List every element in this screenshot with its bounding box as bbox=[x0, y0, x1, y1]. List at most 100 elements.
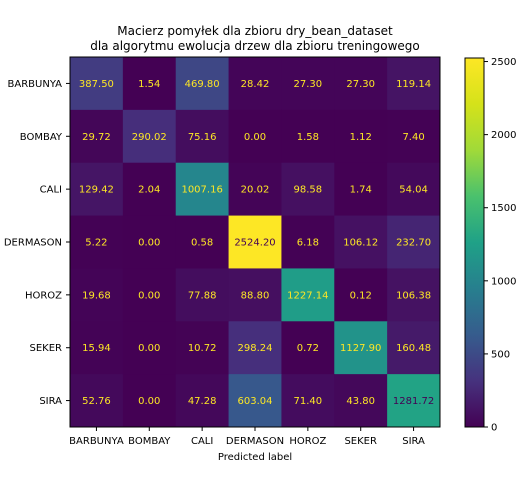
cell-value-label: 0.00 bbox=[138, 396, 160, 407]
heatmap-cell bbox=[175, 215, 230, 269]
colorbar-tick-label: 1500 bbox=[491, 203, 516, 214]
cell-value-label: 0.00 bbox=[138, 290, 160, 301]
heatmap-cell bbox=[334, 215, 388, 269]
cell-value-label: 106.38 bbox=[396, 290, 431, 301]
chart-title-line-1: Macierz pomyłek dla zbioru dry_bean_data… bbox=[117, 24, 393, 38]
cell-value-label: 1.54 bbox=[138, 79, 160, 90]
x-tick-label: SEKER bbox=[344, 436, 377, 447]
colorbar-tick-label: 2500 bbox=[491, 57, 516, 68]
heatmap-cell bbox=[122, 374, 177, 428]
cell-value-label: 6.18 bbox=[297, 238, 319, 249]
cell-value-label: 5.22 bbox=[85, 238, 107, 249]
cell-value-label: 27.30 bbox=[346, 79, 375, 90]
cell-value-label: 0.00 bbox=[138, 238, 160, 249]
heatmap-cell bbox=[387, 321, 441, 375]
cell-value-label: 119.14 bbox=[396, 79, 431, 90]
cell-value-label: 29.72 bbox=[82, 132, 111, 143]
cell-value-label: 1.58 bbox=[297, 132, 319, 143]
heatmap-cell bbox=[70, 109, 124, 164]
cell-value-label: 290.02 bbox=[132, 132, 167, 143]
heatmap-cell bbox=[70, 215, 124, 269]
heatmap-cell bbox=[122, 109, 177, 164]
heatmap-cell bbox=[122, 57, 177, 111]
heatmap-cell bbox=[281, 268, 335, 322]
heatmap-cell bbox=[387, 268, 441, 322]
cell-value-label: 52.76 bbox=[82, 396, 111, 407]
chart-title-line-2: dla algorytmu ewolucja drzew dla zbioru … bbox=[90, 39, 420, 53]
heatmap-cell bbox=[334, 57, 388, 111]
heatmap-cell bbox=[281, 109, 335, 164]
y-tick-label: BOMBAY bbox=[20, 132, 63, 143]
heatmap-cell bbox=[334, 109, 388, 164]
heatmap-cell bbox=[228, 321, 282, 375]
heatmap-cell bbox=[334, 321, 388, 375]
x-tick-label: BARBUNYA bbox=[69, 436, 124, 447]
cell-value-label: 43.80 bbox=[346, 396, 375, 407]
cell-value-label: 1227.14 bbox=[287, 290, 328, 301]
cell-value-label: 106.12 bbox=[343, 238, 378, 249]
cell-value-label: 0.12 bbox=[350, 290, 372, 301]
cell-value-label: 15.94 bbox=[82, 343, 111, 354]
colorbar-tick-label: 2000 bbox=[491, 130, 516, 141]
heatmap-cell bbox=[122, 268, 177, 322]
colorbar-ticks: 0 500 1000 1500 2000 2500 bbox=[484, 57, 516, 434]
heatmap-cell bbox=[70, 268, 124, 322]
cell-value-label: 2.04 bbox=[138, 185, 160, 196]
cell-value-label: 129.42 bbox=[79, 185, 114, 196]
heatmap-cell bbox=[387, 162, 441, 217]
heatmap-cell bbox=[281, 215, 335, 269]
heatmap-cell bbox=[387, 215, 441, 269]
cell-value-label: 10.72 bbox=[188, 343, 217, 354]
cell-value-label: 1.74 bbox=[350, 185, 372, 196]
cell-value-label: 19.68 bbox=[82, 290, 111, 301]
heatmap-cell bbox=[175, 268, 230, 322]
y-tick-label: HOROZ bbox=[25, 290, 62, 301]
x-tick-label: HOROZ bbox=[289, 436, 326, 447]
heatmap-cell bbox=[122, 162, 177, 217]
heatmap-cell bbox=[70, 162, 124, 217]
heatmap-cell bbox=[281, 321, 335, 375]
y-tick-label: BARBUNYA bbox=[8, 79, 63, 90]
cell-value-label: 298.24 bbox=[238, 343, 273, 354]
colorbar bbox=[464, 57, 485, 428]
heatmap-cell bbox=[228, 162, 282, 217]
heatmap-cell bbox=[334, 374, 388, 428]
heatmap-cell bbox=[122, 215, 177, 269]
heatmap-cell bbox=[70, 374, 124, 428]
cell-value-label: 77.88 bbox=[188, 290, 217, 301]
heatmap-cell bbox=[228, 109, 282, 164]
cell-value-label: 98.58 bbox=[294, 185, 323, 196]
cell-value-label: 7.40 bbox=[402, 132, 424, 143]
heatmap-cell bbox=[281, 162, 335, 217]
x-tick-label: DERMASON bbox=[226, 436, 284, 447]
heatmap-cell bbox=[334, 162, 388, 217]
cell-value-label: 75.16 bbox=[188, 132, 217, 143]
heatmap-cell bbox=[387, 109, 441, 164]
heatmap-cell bbox=[281, 57, 335, 111]
y-axis-ticks: BARBUNYA BOMBAY CALI DERMASON HOROZ SEKER SIRA bbox=[4, 79, 70, 407]
heatmap-cell bbox=[228, 57, 282, 111]
cell-value-label: 469.80 bbox=[185, 79, 220, 90]
heatmap-cell bbox=[175, 57, 230, 111]
cell-value-label: 0.72 bbox=[297, 343, 319, 354]
y-tick-label: SIRA bbox=[39, 396, 62, 407]
colorbar-tick-label: 0 bbox=[491, 423, 497, 434]
heatmap-cell bbox=[175, 321, 230, 375]
heatmap-cell bbox=[387, 57, 441, 111]
cell-value-label: 54.04 bbox=[399, 185, 428, 196]
heatmap-cell bbox=[387, 374, 441, 428]
y-tick-label: DERMASON bbox=[4, 238, 62, 249]
colorbar-tick-label: 500 bbox=[491, 349, 510, 360]
y-tick-label: SEKER bbox=[30, 343, 63, 354]
heatmap-cell bbox=[70, 321, 124, 375]
y-tick-label: CALI bbox=[40, 185, 62, 196]
heatmap-cell bbox=[175, 374, 230, 428]
cell-value-label: 232.70 bbox=[396, 238, 431, 249]
cell-value-label: 1281.72 bbox=[393, 396, 434, 407]
cell-value-label: 1127.90 bbox=[340, 343, 381, 354]
heatmap-cell bbox=[175, 109, 230, 164]
cell-value-label: 387.50 bbox=[79, 79, 114, 90]
cell-value-label: 1007.16 bbox=[181, 185, 222, 196]
cell-value-label: 28.42 bbox=[241, 79, 270, 90]
